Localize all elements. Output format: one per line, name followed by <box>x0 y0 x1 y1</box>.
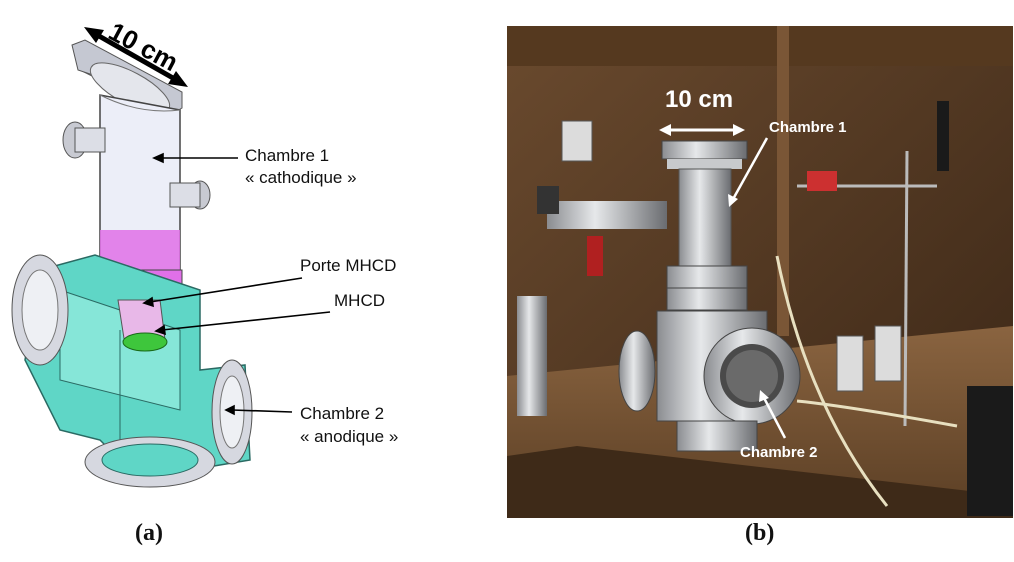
label-chamber1-line2: « cathodique » <box>245 168 357 187</box>
side-ports <box>62 121 211 210</box>
cad-drawing <box>11 27 331 488</box>
photo-dimension-label: 10 cm <box>665 86 734 113</box>
left-equipment <box>517 120 667 416</box>
right-equipment <box>775 101 1013 516</box>
caption-b: (b) <box>745 520 775 546</box>
label-chamber1-line1: Chambre 1 <box>245 146 330 165</box>
chamber1-photo <box>661 140 748 311</box>
photo-label-chamber1: Chambre 1 <box>769 119 847 136</box>
panel-b: 10 cm Chambre 1 Chambre 2 <box>507 26 1013 518</box>
label-mhcd: MHCD <box>334 291 385 310</box>
leader-lines <box>142 152 331 416</box>
panel-a: 10 cm Chambre 1 « cathodique » Porte MHC… <box>0 0 500 546</box>
caption-a: (a) <box>135 520 163 546</box>
photo-arrows <box>659 124 787 439</box>
chamber2-photo <box>618 310 801 452</box>
label-porte-mhcd: Porte MHCD <box>300 256 397 275</box>
chamber2-cross <box>11 254 253 488</box>
dimension-arrow <box>84 27 188 87</box>
label-chamber2-line1: Chambre 2 <box>300 404 385 423</box>
photo-label-chamber2: Chambre 2 <box>740 444 818 461</box>
label-chamber2-line2: « anodique » <box>300 427 399 446</box>
photo <box>507 26 1013 518</box>
